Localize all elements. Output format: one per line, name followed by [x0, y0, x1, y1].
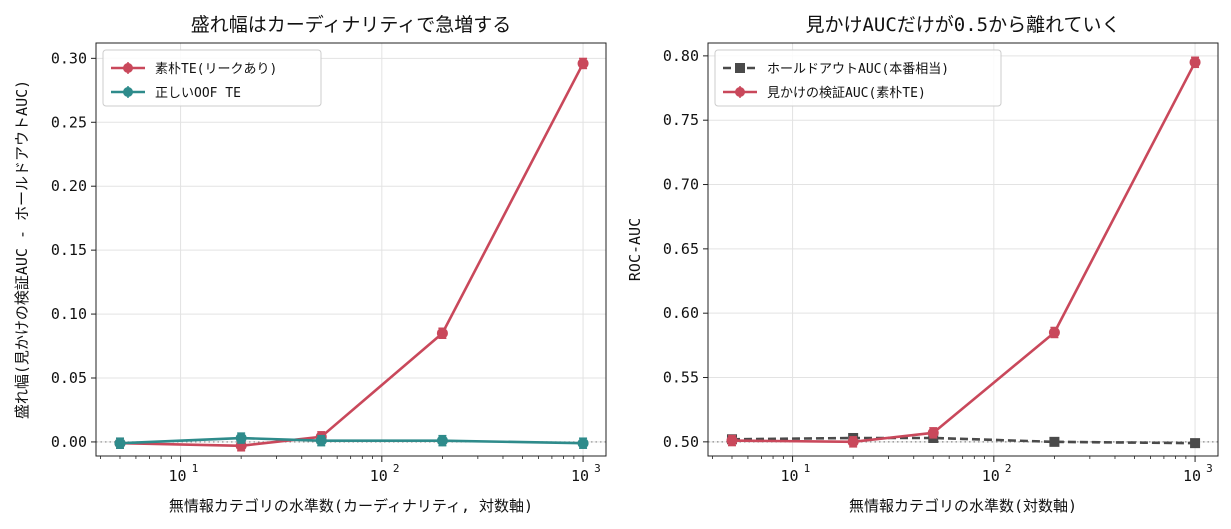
- data-point: [436, 327, 448, 339]
- y-tick-label: 0.00: [51, 433, 87, 451]
- legend-label: 正しいOOF TE: [155, 86, 241, 101]
- chart-panel-1: 0.00 0.05 0.10 0.15 0.20 0.25 0.30 10 1 10 2 10 3 盛れ幅…: [13, 14, 607, 515]
- series-2: [726, 56, 1201, 448]
- y-tick-label: 0.25: [51, 113, 87, 131]
- data-point: [1190, 438, 1201, 449]
- data-point: [927, 427, 939, 439]
- x-tick-exponent: 2: [393, 462, 400, 475]
- series-line: [119, 436, 584, 445]
- y-tick-label: 0.50: [663, 433, 699, 451]
- y-tick-label: 0.55: [663, 369, 699, 387]
- data-point: [726, 435, 738, 447]
- series-1: [114, 57, 589, 452]
- chart-title: 盛れ幅はカーディナリティで急増する: [191, 14, 512, 36]
- data-point: [235, 432, 247, 444]
- y-tick-label: 0.65: [663, 240, 699, 258]
- y-tick-label: 0.70: [663, 176, 699, 194]
- series-line: [731, 61, 1197, 444]
- legend-label: ホールドアウトAUC(本番相当): [767, 62, 949, 77]
- chart-title: 見かけAUCだけが0.5から離れていく: [805, 14, 1120, 36]
- x-tick-label: 10: [571, 467, 589, 485]
- y-tick-label: 0.80: [663, 47, 699, 65]
- data-point: [577, 437, 589, 449]
- legend-swatch-marker: [123, 63, 133, 73]
- y-axis-label: 盛れ幅(見かけの検証AUC - ホールドアウトAUC): [13, 80, 31, 419]
- legend: 素朴TE(リークあり) 正しいOOF TE: [102, 49, 322, 107]
- x-tick-exponent: 2: [1005, 462, 1012, 475]
- y-axis-label: ROC-AUC: [626, 218, 644, 281]
- data-point: [577, 57, 589, 69]
- x-tick-label: 10: [1183, 467, 1201, 485]
- x-axis-label: 無情報カテゴリの水準数(対数軸): [849, 497, 1077, 515]
- y-tick-label: 0.75: [663, 111, 699, 129]
- y-tick-label: 0.60: [663, 304, 699, 322]
- y-tick-label: 0.05: [51, 369, 87, 387]
- x-tick-label: 10: [982, 467, 1000, 485]
- x-tick-exponent: 1: [192, 462, 199, 475]
- legend-label: 素朴TE(リークあり): [155, 62, 277, 77]
- series-line: [119, 62, 585, 448]
- data-point: [315, 435, 327, 447]
- data-point: [114, 437, 126, 449]
- legend-swatch-marker: [123, 87, 133, 97]
- x-tick-label: 10: [370, 467, 388, 485]
- x-tick-exponent: 1: [804, 462, 811, 475]
- y-tick-label: 0.30: [51, 49, 87, 67]
- legend: ホールドアウトAUC(本番相当) 見かけの検証AUC(素朴TE): [714, 49, 1002, 107]
- y-tick-label: 0.15: [51, 241, 87, 259]
- x-tick-exponent: 3: [594, 462, 601, 475]
- data-point: [1049, 436, 1060, 447]
- series-2: [114, 432, 589, 449]
- data-point: [847, 436, 859, 448]
- y-tick-label: 0.10: [51, 305, 87, 323]
- legend-label: 見かけの検証AUC(素朴TE): [767, 86, 926, 101]
- x-tick-label: 10: [781, 467, 799, 485]
- legend-box: [714, 49, 1002, 107]
- data-point: [1048, 326, 1060, 338]
- legend-swatch-marker: [735, 63, 745, 73]
- x-tick-label: 10: [169, 467, 187, 485]
- legend-box: [102, 49, 322, 107]
- data-point: [436, 435, 448, 447]
- data-point: [1189, 56, 1201, 68]
- chart-panel-2: 0.50 0.55 0.60 0.65 0.70 0.75 0.80 10 1 10 2 10 3 見かけ…: [626, 14, 1219, 515]
- x-axis-label: 無情報カテゴリの水準数(カーディナリティ, 対数軸): [169, 497, 533, 515]
- y-tick-label: 0.20: [51, 177, 87, 195]
- legend-swatch-marker: [735, 87, 745, 97]
- x-tick-exponent: 3: [1206, 462, 1213, 475]
